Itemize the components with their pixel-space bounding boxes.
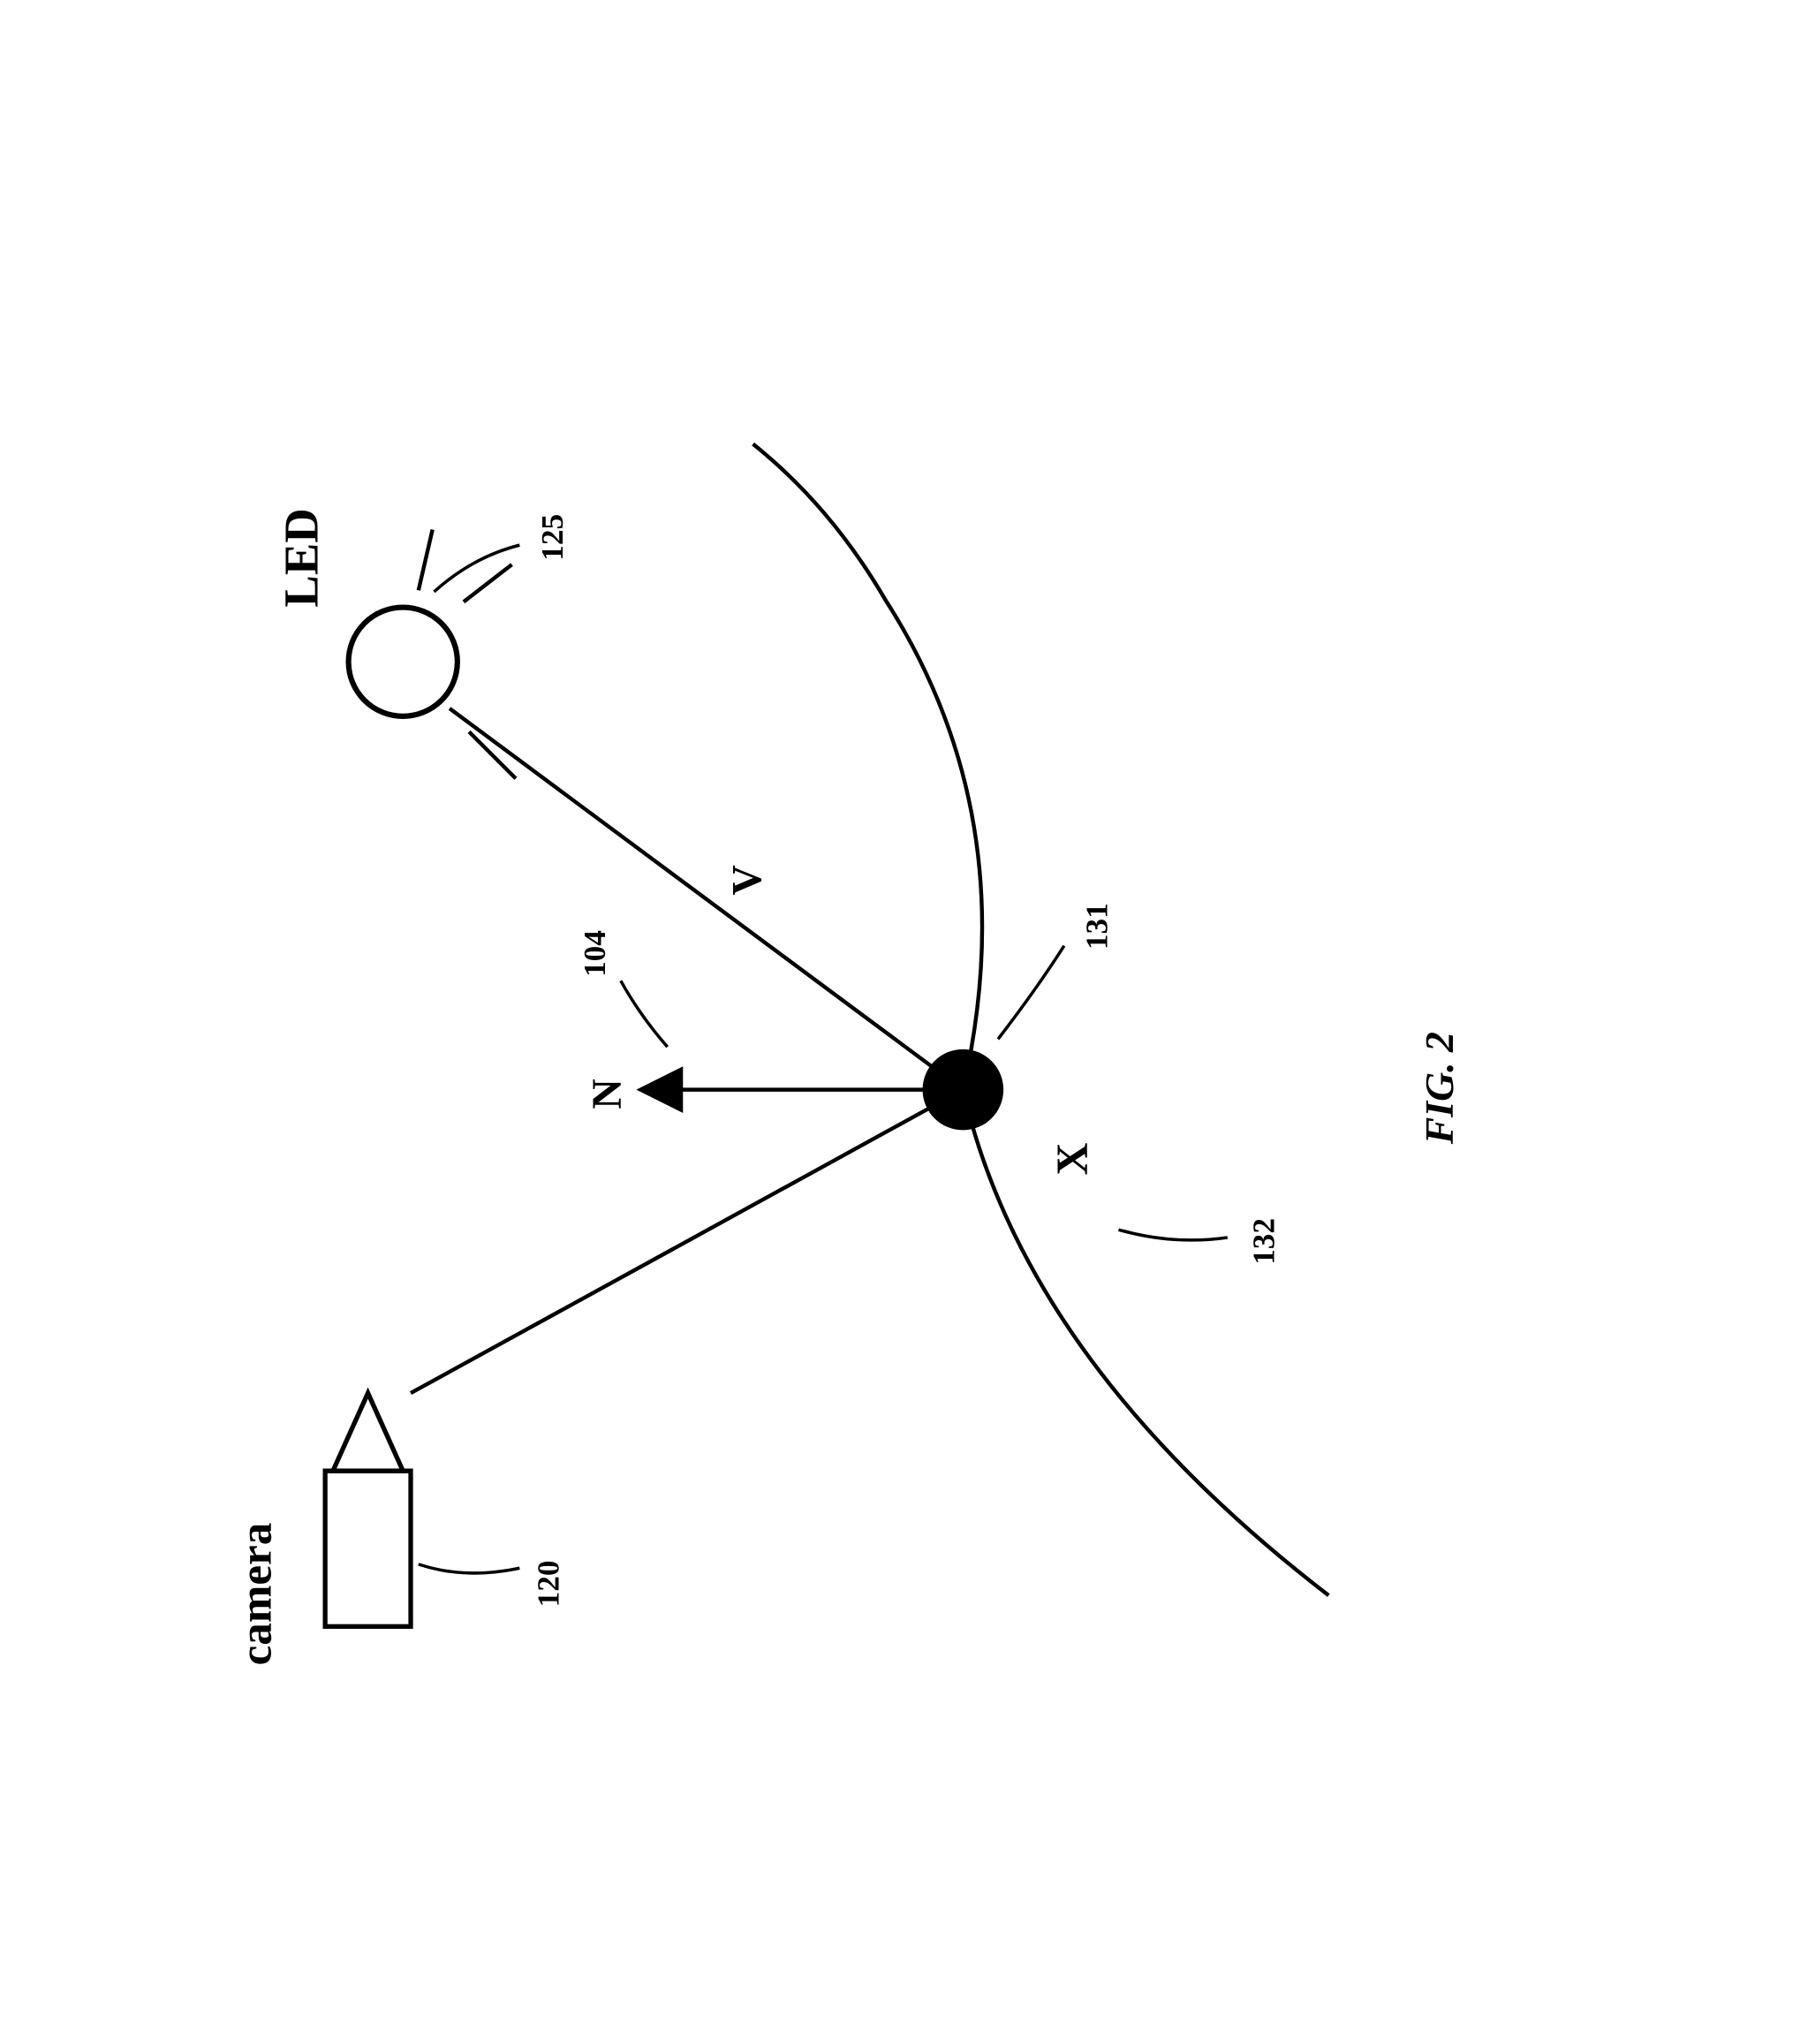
diagram-container: camera 120 LED 125 N 104 V X 131 132 FIG… xyxy=(0,122,1800,1922)
led-ref: 125 xyxy=(535,514,570,561)
leader-surface xyxy=(1118,1230,1227,1240)
normal-arrowhead xyxy=(636,1066,683,1113)
surface-curve xyxy=(753,444,1329,1595)
camera-label: camera xyxy=(231,1523,281,1666)
led-ray-3 xyxy=(419,530,433,591)
camera-ref: 120 xyxy=(531,1560,565,1607)
point-x-ref: 131 xyxy=(1079,903,1114,950)
leader-normal xyxy=(621,980,668,1047)
surface-ref: 132 xyxy=(1247,1218,1282,1265)
camera-lens xyxy=(333,1393,403,1471)
point-x-dot xyxy=(923,1049,1004,1131)
vector-v-line xyxy=(450,708,963,1090)
camera-body xyxy=(325,1471,411,1626)
camera-ray xyxy=(411,1090,963,1393)
leader-point-x xyxy=(998,946,1064,1040)
led-label: LED xyxy=(274,508,328,607)
leader-camera xyxy=(419,1564,519,1573)
normal-ref: 104 xyxy=(578,930,612,977)
point-x-label: X xyxy=(1047,1143,1098,1176)
led-circle xyxy=(349,608,458,716)
vector-v-label: V xyxy=(724,865,770,895)
diagram-svg: camera 120 LED 125 N 104 V X 131 132 FIG… xyxy=(0,122,1800,1922)
figure-title: FIG. 2 xyxy=(1417,1032,1462,1145)
normal-label: N xyxy=(585,1079,631,1109)
led-ray-2 xyxy=(464,564,512,602)
